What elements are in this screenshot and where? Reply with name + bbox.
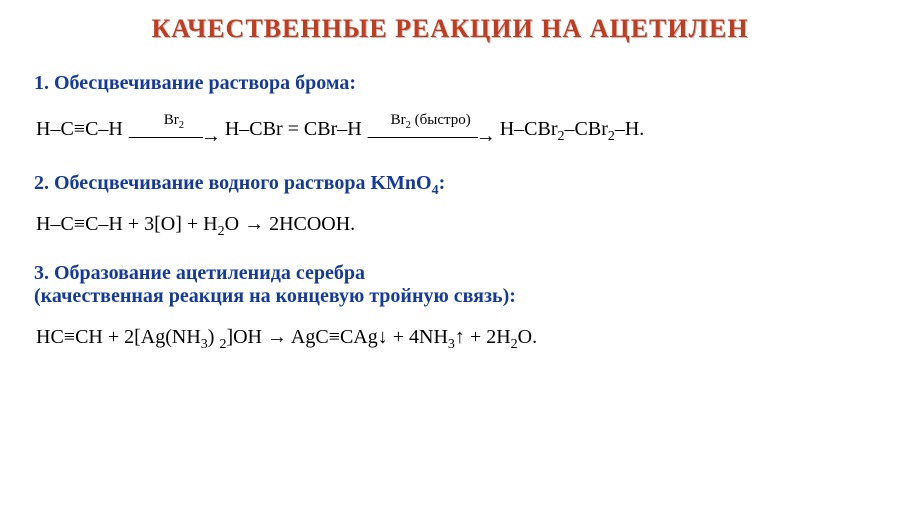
eq3-e: ]OH → AgC≡CAg↓ + 4NH bbox=[226, 326, 447, 348]
s3-head-line1: 3. Образование ацетиленида серебра bbox=[34, 262, 866, 285]
eq2-a: H–C≡C–H + 3[O] + H bbox=[36, 213, 218, 235]
eq3-g: ↑ + 2H bbox=[455, 326, 511, 348]
eq1-intermediate: H–CBr = CBr–H bbox=[225, 118, 362, 141]
equation-3: HC≡CH + 2[Ag(NH3) 2]OH → AgC≡CAg↓ + 4NH3… bbox=[36, 326, 866, 349]
eq1-prod-c: –CBr bbox=[565, 118, 608, 140]
eq3-i: O. bbox=[518, 326, 537, 348]
eq1-prod-e: –H. bbox=[615, 118, 644, 140]
eq2-line: H–C≡C–H + 3[O] + H2O → 2HCOOH. bbox=[36, 213, 355, 236]
section-2-heading: 2. Обесцвечивание водного раствора KMnO4… bbox=[34, 172, 866, 195]
s2-head-c: : bbox=[439, 172, 446, 194]
eq1-product: H–CBr2–CBr2–H. bbox=[500, 118, 645, 141]
eq2-c: O → 2HCOOH. bbox=[225, 213, 356, 235]
eq1-arrow-2: Br2 (быстро) ——————→ bbox=[368, 113, 494, 146]
section-1-heading: 1. Обесцвечивание раствора брома: bbox=[34, 72, 866, 95]
eq2-b: 2 bbox=[218, 224, 225, 239]
equation-1: H–C≡C–H Br2 ————→ H–CBr = CBr–H Br2 (быс… bbox=[36, 113, 866, 146]
arrow-icon: ——————→ bbox=[368, 126, 494, 146]
eq1-arrow-1: Br2 ————→ bbox=[129, 113, 219, 146]
s2-head-a: 2. Обесцвечивание водного раствора KMnO bbox=[34, 172, 432, 194]
eq1-prod-a: H–CBr bbox=[500, 118, 558, 140]
eq3-c: ) bbox=[208, 326, 220, 348]
eq3-a: HC≡CH + 2[Ag(NH bbox=[36, 326, 201, 348]
arrow-icon: ————→ bbox=[129, 126, 219, 146]
eq3-h: 2 bbox=[511, 337, 518, 352]
s3-head-line2: (качественная реакция на концевую тройну… bbox=[34, 285, 866, 308]
eq3-f: 3 bbox=[448, 337, 455, 352]
eq1-prod-d: 2 bbox=[608, 129, 615, 144]
eq1-prod-b: 2 bbox=[558, 129, 565, 144]
page-title: КАЧЕСТВЕННЫЕ РЕАКЦИИ НА АЦЕТИЛЕН bbox=[34, 14, 866, 44]
eq3-line: HC≡CH + 2[Ag(NH3) 2]OH → AgC≡CAg↓ + 4NH3… bbox=[36, 326, 537, 349]
equation-2: H–C≡C–H + 3[O] + H2O → 2HCOOH. bbox=[36, 213, 866, 236]
s2-head-b: 4 bbox=[432, 183, 439, 198]
slide-page: КАЧЕСТВЕННЫЕ РЕАКЦИИ НА АЦЕТИЛЕН 1. Обес… bbox=[0, 0, 900, 520]
section-3-heading: 3. Образование ацетиленида серебра (каче… bbox=[34, 262, 866, 308]
eq1-reactant: H–C≡C–H bbox=[36, 118, 123, 141]
eq3-b: 3 bbox=[201, 337, 208, 352]
